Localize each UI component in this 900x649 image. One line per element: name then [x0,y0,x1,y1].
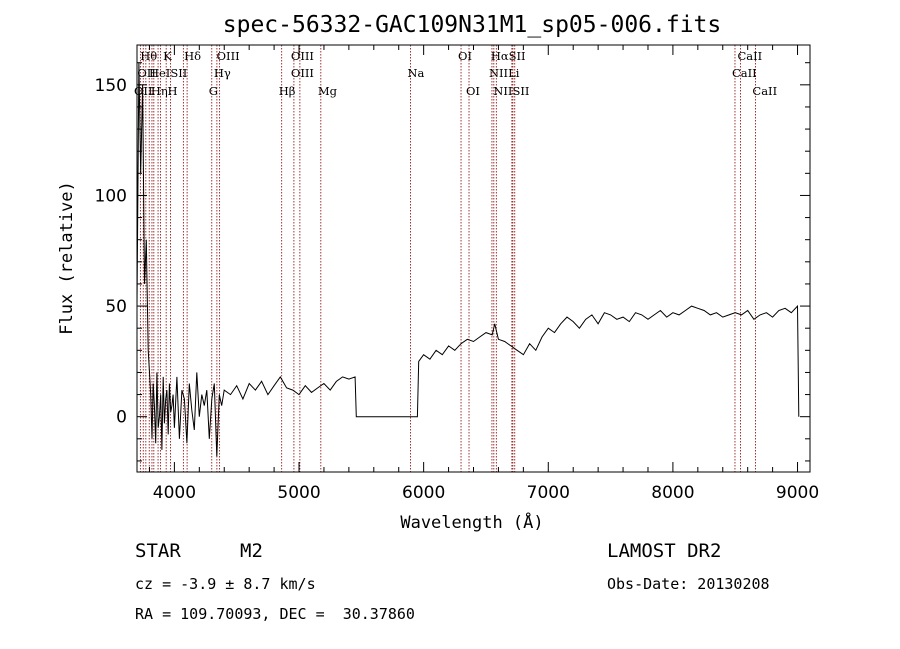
line-label: Na [407,66,424,80]
y-tick-label: 100 [95,186,127,206]
line-label: CaII [732,66,757,80]
object-subclass: M2 [240,540,263,562]
line-label: OII [137,66,156,80]
x-tick-label: 4000 [153,483,196,503]
plot-frame [136,44,811,473]
emission-line-labels: OII Hθ K Hδ OIII OIII OI HαSII CaII HeISII Hγ OIII N… [134,49,777,98]
line-label: Hθ [140,49,157,63]
line-label: CaII [737,49,762,63]
x-axis-title: Wavelength (Å) [400,511,543,533]
x-tick-label: 7000 [527,483,570,503]
survey-name: LAMOST DR2 [607,540,722,562]
y-tick-label: 50 [105,297,127,317]
line-label: Hη [151,84,168,98]
line-label: NIILi [489,66,520,80]
observation-date: Obs-Date: 20130208 [607,575,770,593]
line-label: Hδ [184,49,201,63]
emission-line-markers [139,45,756,472]
line-label: OIII [217,49,240,63]
x-tick-label: 6000 [402,483,445,503]
line-label: OI [466,84,480,98]
line-label: OI [458,49,472,63]
y-tick-label: 0 [116,408,127,428]
line-label: NIISII [493,84,529,98]
line-label: Mg [318,84,338,98]
x-tick-label: 5000 [277,483,320,503]
x-axis-ticks: 4000 5000 6000 7000 8000 9000 [148,45,819,503]
line-label: Hβ [279,84,296,98]
line-label: CaII [752,84,777,98]
line-label: G [209,84,218,98]
line-label: Hγ [214,66,231,80]
y-tick-label: 150 [95,76,127,96]
x-tick-label: 8000 [651,483,694,503]
line-label: HαSII [491,49,526,63]
line-label: OIII [291,66,314,80]
object-type: STAR [135,540,181,562]
chart-title: spec-56332-GAC109N31M1_sp05-006.fits [223,12,722,38]
spectrum-series-line [136,62,800,457]
y-axis-ticks: 0 50 100 150 [95,62,810,462]
redshift-velocity: cz = -3.9 ± 8.7 km/s [135,575,316,593]
line-label: K [163,49,172,63]
x-tick-label: 9000 [776,483,819,503]
line-label: H [168,84,178,98]
sky-coordinates: RA = 109.70093, DEC = 30.37860 [135,605,415,623]
line-label: HeISII [149,66,187,80]
y-axis-title: Flux (relative) [57,181,77,335]
line-label: OIII [291,49,314,63]
